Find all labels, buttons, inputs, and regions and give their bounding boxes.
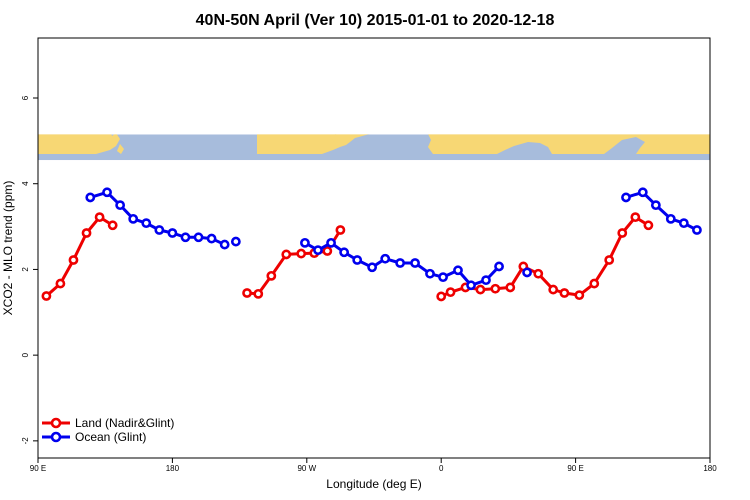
data-point-land bbox=[68, 255, 79, 265]
y-tick-label: -2 bbox=[21, 437, 30, 445]
series-ocean bbox=[85, 187, 702, 291]
legend-label: Land (Nadir&Glint) bbox=[75, 416, 174, 430]
data-point-land bbox=[604, 255, 615, 265]
data-point-ocean bbox=[621, 192, 631, 203]
data-point-land bbox=[533, 268, 544, 279]
data-point-ocean bbox=[230, 236, 241, 247]
y-tick-label: 2 bbox=[21, 267, 30, 272]
data-point-land bbox=[41, 291, 52, 301]
data-point-land bbox=[617, 228, 628, 238]
data-point-ocean bbox=[219, 239, 230, 250]
data-point-land bbox=[266, 270, 277, 281]
data-point-ocean bbox=[300, 237, 310, 248]
series-layer bbox=[41, 187, 702, 302]
y-tick-label: 0 bbox=[21, 352, 30, 357]
data-point-land bbox=[253, 288, 264, 299]
data-point-land bbox=[281, 249, 292, 260]
data-point-ocean bbox=[453, 265, 463, 276]
plot-frame bbox=[37, 37, 711, 459]
data-point-ocean bbox=[425, 268, 435, 279]
x-tick-label: 90 E bbox=[567, 464, 583, 473]
data-point-ocean bbox=[180, 232, 191, 243]
data-point-ocean bbox=[339, 247, 350, 258]
data-point-land bbox=[475, 284, 486, 295]
data-point-ocean bbox=[115, 200, 126, 211]
data-point-ocean bbox=[128, 213, 139, 224]
x-tick-label: 180 bbox=[166, 464, 180, 473]
x-tick-label: 0 bbox=[439, 464, 444, 473]
map-land bbox=[38, 134, 710, 154]
x-tick-label: 180 bbox=[703, 464, 717, 473]
data-point-ocean bbox=[102, 187, 112, 198]
y-axis: -2 0 2 4 6 bbox=[21, 95, 38, 444]
series-line-ocean bbox=[89, 190, 226, 246]
legend: Land (Nadir&Glint)Ocean (Glint) bbox=[42, 416, 174, 444]
data-point-land bbox=[445, 287, 456, 298]
legend-swatch-marker bbox=[50, 431, 62, 443]
legend-swatch-marker bbox=[50, 417, 62, 429]
data-point-land bbox=[81, 228, 92, 238]
data-point-land bbox=[589, 278, 600, 289]
y-axis-label: XCO2 - MLO trend (ppm) bbox=[1, 181, 15, 316]
data-point-ocean bbox=[438, 272, 448, 283]
data-point-ocean bbox=[141, 218, 152, 229]
data-point-land bbox=[296, 248, 307, 259]
data-point-ocean bbox=[313, 245, 323, 256]
data-point-land bbox=[55, 278, 66, 289]
data-point-land bbox=[548, 284, 559, 295]
data-point-ocean bbox=[665, 213, 676, 224]
data-point-land bbox=[574, 290, 585, 301]
x-tick-label: 90 W bbox=[297, 464, 316, 473]
data-point-land bbox=[242, 288, 252, 298]
data-point-land bbox=[630, 212, 641, 223]
x-axis: 90 E 180 90 W 0 90 E 180 bbox=[30, 458, 717, 473]
data-point-ocean bbox=[380, 253, 391, 264]
data-point-ocean bbox=[167, 228, 178, 238]
data-point-ocean bbox=[522, 267, 532, 278]
data-point-ocean bbox=[650, 200, 661, 211]
data-point-ocean bbox=[154, 225, 165, 235]
data-point-land bbox=[505, 282, 516, 293]
legend-label: Ocean (Glint) bbox=[75, 430, 146, 444]
series-line-land bbox=[246, 229, 342, 296]
data-point-land bbox=[436, 291, 447, 302]
data-point-ocean bbox=[395, 258, 406, 268]
data-point-land bbox=[643, 220, 654, 231]
data-point-ocean bbox=[410, 258, 420, 268]
data-point-ocean bbox=[692, 225, 702, 235]
series-land bbox=[41, 212, 654, 302]
chart-title: 40N-50N April (Ver 10) 2015-01-01 to 202… bbox=[196, 12, 555, 29]
data-point-ocean bbox=[678, 218, 689, 229]
x-tick-label: 90 E bbox=[30, 464, 46, 473]
data-point-land bbox=[107, 220, 118, 231]
legend-item-land: Land (Nadir&Glint) bbox=[42, 416, 174, 430]
data-point-ocean bbox=[206, 233, 217, 244]
data-point-land bbox=[335, 225, 346, 235]
data-point-ocean bbox=[367, 262, 378, 273]
world-map-strip bbox=[38, 134, 710, 161]
data-point-ocean bbox=[326, 237, 336, 248]
data-point-ocean bbox=[637, 187, 648, 198]
data-point-ocean bbox=[481, 275, 491, 286]
data-point-land bbox=[559, 288, 570, 298]
data-point-land bbox=[322, 246, 333, 256]
y-tick-label: 4 bbox=[21, 181, 30, 186]
y-tick-label: 6 bbox=[21, 95, 30, 100]
data-point-ocean bbox=[193, 232, 204, 243]
data-point-ocean bbox=[494, 261, 504, 272]
data-point-ocean bbox=[466, 280, 476, 291]
x-axis-label: Longitude (deg E) bbox=[326, 477, 421, 491]
data-point-land bbox=[94, 212, 105, 223]
data-point-land bbox=[490, 283, 501, 294]
legend-item-ocean: Ocean (Glint) bbox=[42, 430, 146, 444]
data-point-ocean bbox=[352, 255, 363, 265]
data-point-ocean bbox=[85, 192, 96, 203]
